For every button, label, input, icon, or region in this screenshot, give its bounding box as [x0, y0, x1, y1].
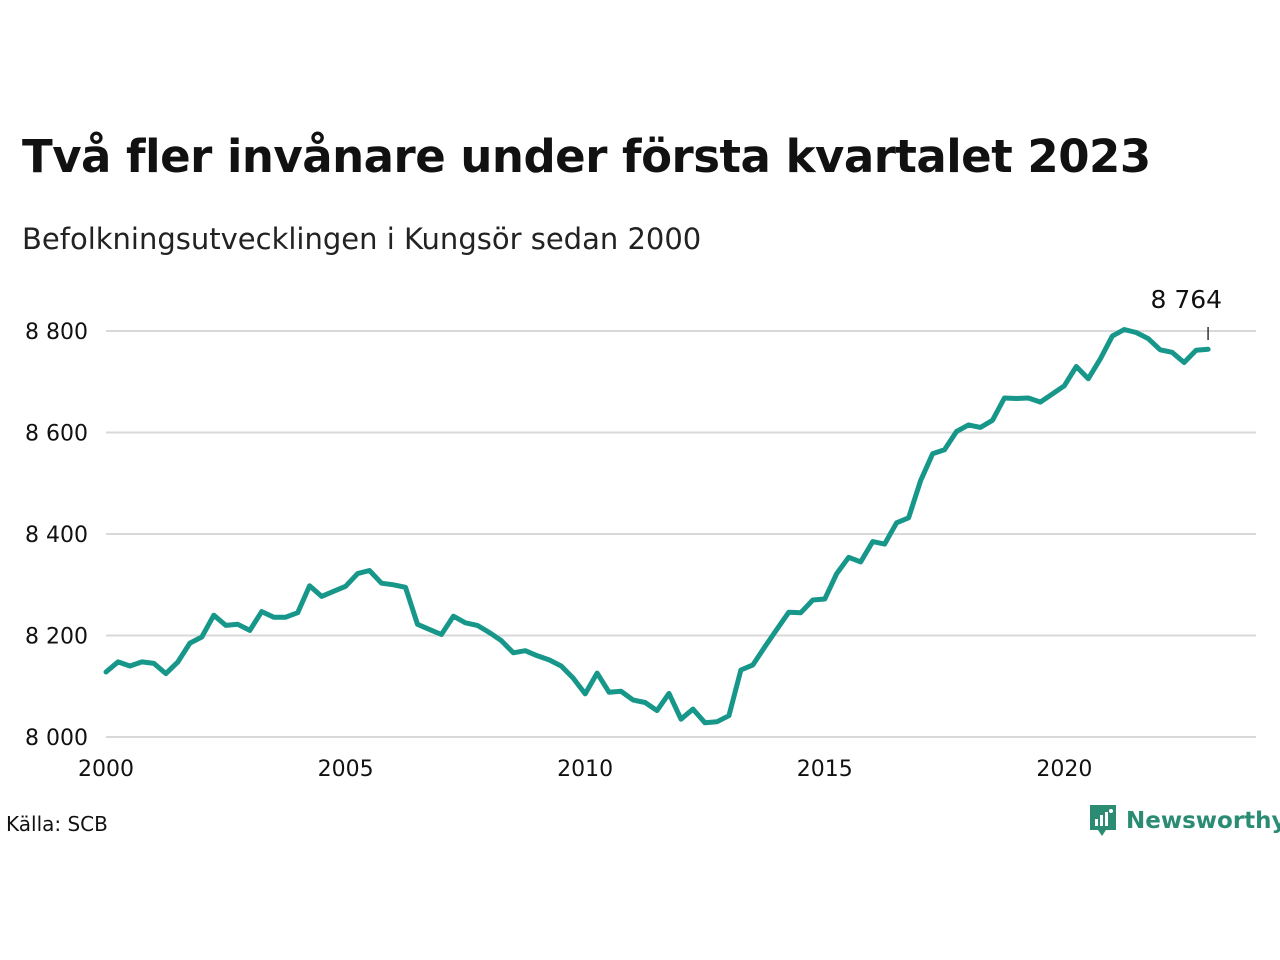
grid-lines	[106, 330, 1256, 738]
series-line	[103, 327, 1211, 726]
x-tick-label: 2000	[78, 757, 134, 782]
chart-subtitle: Befolkningsutvecklingen i Kungsör sedan …	[22, 222, 702, 256]
y-tick-label: 8 600	[25, 422, 88, 447]
brand-name: Newsworthy	[1126, 808, 1280, 834]
end-annotation: 8 764	[1151, 285, 1223, 340]
x-axis: 2000 2005 2010 2015 2020	[78, 757, 1092, 782]
y-tick-label: 8 200	[25, 625, 88, 650]
source-note: Källa: SCB	[6, 812, 108, 836]
x-tick-label: 2020	[1036, 757, 1092, 782]
y-tick-label: 8 000	[25, 726, 88, 751]
y-tick-label: 8 800	[25, 320, 88, 345]
brand-logo: Newsworthy	[1088, 803, 1280, 839]
plot-area	[103, 327, 1211, 726]
x-tick-label: 2005	[318, 757, 374, 782]
y-axis: 8 000 8 200 8 400 8 600 8 800	[25, 320, 88, 751]
y-tick-label: 8 400	[25, 523, 88, 548]
chart-title: Två fler invånare under första kvartalet…	[22, 130, 1151, 183]
x-tick-label: 2010	[557, 757, 613, 782]
x-tick-label: 2015	[797, 757, 853, 782]
newsworthy-logo-icon	[1090, 805, 1116, 836]
end-value-label: 8 764	[1151, 285, 1223, 314]
